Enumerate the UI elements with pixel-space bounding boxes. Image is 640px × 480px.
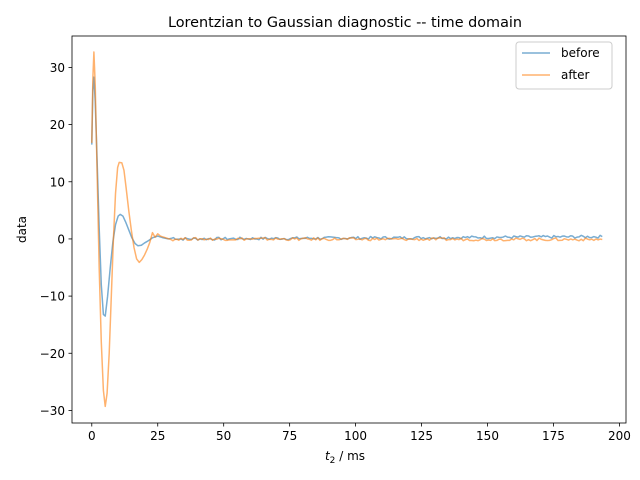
legend: before after [515,41,613,90]
series-line-after [91,51,603,408]
x-tick-label: 50 [216,429,231,443]
legend-label-before: before [561,46,600,60]
x-tick-label: 75 [282,429,297,443]
y-tick-label: 20 [50,118,65,132]
plot-lines [91,51,603,408]
plot-frame [71,35,627,424]
x-tick-label: 175 [542,429,565,443]
chart-title: Lorentzian to Gaussian diagnostic -- tim… [168,15,522,31]
y-tick-label: −20 [40,347,65,361]
y-tick-label: −30 [40,404,65,418]
x-tick-label: 150 [476,429,499,443]
x-axis-label-unit: / ms [335,449,365,463]
legend-label-after: after [561,68,589,82]
y-axis-label: data [15,216,29,243]
x-tick-label: 25 [150,429,165,443]
x-tick-label: 125 [410,429,433,443]
y-axis-ticks: −30 −20 −10 0 10 20 30 [40,61,72,418]
x-tick-label: 100 [344,429,367,443]
x-axis-label-subscript: 2 [330,456,336,466]
x-tick-label: 200 [608,429,631,443]
y-tick-label: 10 [50,175,65,189]
x-axis-ticks: 0 25 50 75 100 125 150 175 200 [88,423,631,443]
x-axis-label-main: t [325,449,331,463]
x-tick-label: 0 [88,429,96,443]
y-tick-label: −10 [40,290,65,304]
y-tick-label: 30 [50,61,65,75]
x-axis-label: t2 / ms [325,449,365,466]
y-tick-label: 0 [57,232,65,246]
